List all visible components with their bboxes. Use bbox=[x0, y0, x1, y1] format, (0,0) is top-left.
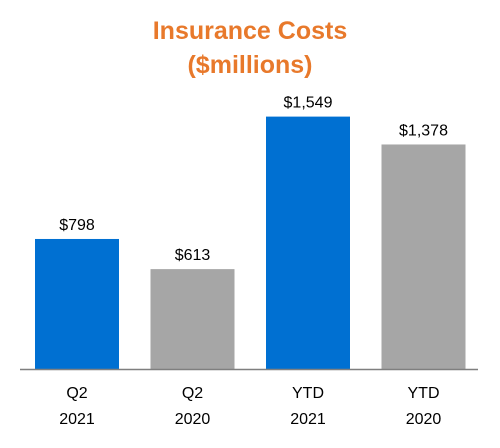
category-label-0-line-1: 2021 bbox=[59, 411, 95, 428]
chart-title: Insurance Costs ($millions) bbox=[0, 14, 500, 82]
category-label-2-line-1: 2021 bbox=[290, 411, 326, 428]
value-label-0: $798 bbox=[59, 217, 95, 234]
category-label-1-line-0: Q2 bbox=[182, 385, 203, 402]
category-label-2-line-0: YTD bbox=[292, 385, 324, 402]
bar-2 bbox=[266, 116, 350, 369]
bar-0 bbox=[35, 238, 119, 369]
category-label-0-line-0: Q2 bbox=[66, 385, 87, 402]
category-label-1-line-1: 2020 bbox=[175, 411, 211, 428]
value-label-1: $613 bbox=[175, 247, 211, 264]
bar-1 bbox=[150, 269, 235, 369]
category-label-3-line-0: YTD bbox=[408, 385, 440, 402]
category-label-3-line-1: 2020 bbox=[406, 411, 442, 428]
value-label-2: $1,549 bbox=[284, 95, 333, 112]
bar-3 bbox=[381, 144, 466, 369]
chart-title-line-2: ($millions) bbox=[187, 51, 313, 79]
chart-title-line-1: Insurance Costs bbox=[152, 17, 348, 45]
value-label-3: $1,378 bbox=[399, 122, 448, 139]
